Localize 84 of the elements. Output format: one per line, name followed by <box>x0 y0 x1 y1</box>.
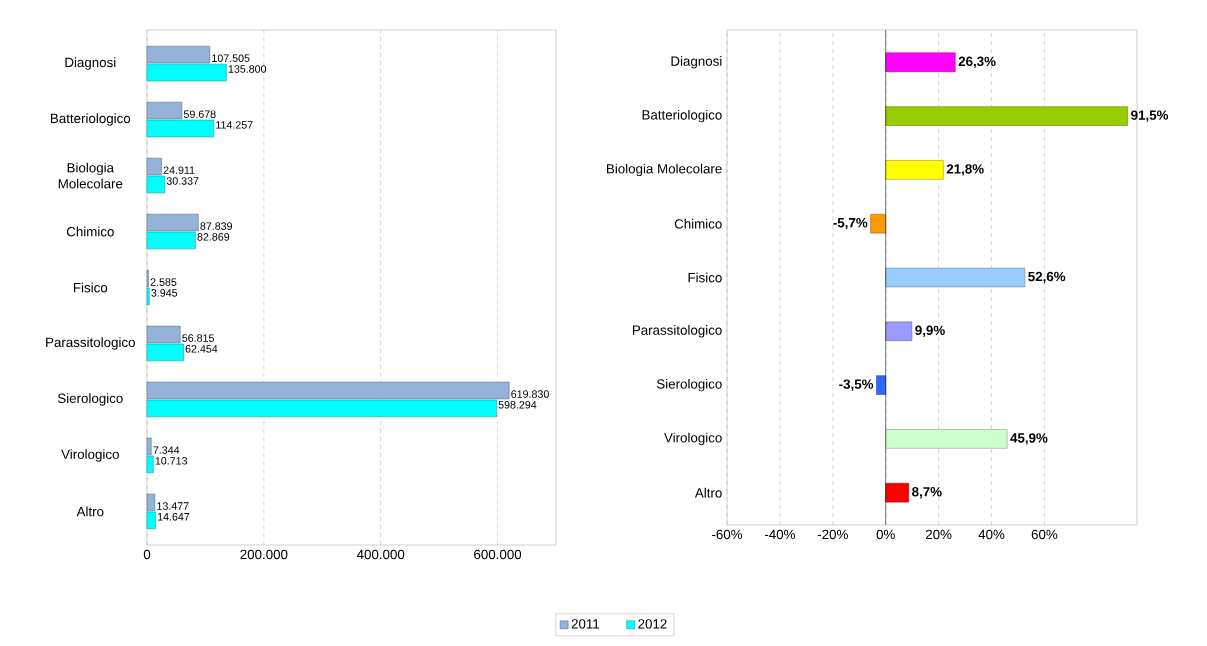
bar <box>146 175 165 194</box>
data-label: 14.647 <box>157 513 190 521</box>
y-tick-label: Fisico <box>73 282 108 293</box>
bar <box>885 106 1128 126</box>
data-label: 30.337 <box>166 177 199 185</box>
bar <box>146 63 227 82</box>
y-tick-label: Virologico <box>664 432 722 446</box>
y-tick-label: Fisico <box>688 272 722 283</box>
data-label: 52,6% <box>1028 271 1066 284</box>
x-tick-label: 400.000 <box>356 549 405 560</box>
y-tick-label: Altro <box>694 487 722 498</box>
data-label: 9,9% <box>915 325 945 337</box>
data-label: 7.344 <box>153 446 180 454</box>
bar <box>146 381 510 400</box>
bar <box>146 399 497 418</box>
bar <box>885 429 1008 449</box>
bar <box>146 455 154 474</box>
data-label: 82.869 <box>197 233 230 241</box>
bar <box>885 321 913 341</box>
x-tick-label: 600.000 <box>474 549 522 560</box>
data-label: -5,7% <box>833 218 868 230</box>
x-tick-label: 20% <box>925 529 952 540</box>
y-tick-label: Biologia Molecolare <box>607 163 722 177</box>
data-label: 10.713 <box>155 457 188 465</box>
bar <box>146 101 183 120</box>
x-tick-label: 0% <box>876 529 895 540</box>
legend-label: 2012 <box>638 619 667 629</box>
data-label: 114.257 <box>216 121 253 129</box>
data-label: 59.678 <box>183 110 216 118</box>
x-tick-label: 0 <box>143 549 151 560</box>
bar <box>146 157 162 176</box>
bar <box>146 119 215 138</box>
data-label: 91,5% <box>1131 110 1169 122</box>
data-label: 87.839 <box>200 222 233 230</box>
x-tick-label: -40% <box>764 529 795 540</box>
x-tick-label: -60% <box>712 529 743 540</box>
data-label: 3.945 <box>151 289 178 297</box>
bar <box>885 160 944 180</box>
y-tick-label: Chimico <box>674 218 722 229</box>
y-tick-label: Sierologico <box>656 378 722 392</box>
y-tick-label: Parassitologico <box>46 337 135 350</box>
bar <box>146 213 199 232</box>
bar <box>870 214 886 234</box>
data-label: 598.294 <box>498 401 537 409</box>
y-tick-label: Diagnosi <box>671 56 722 69</box>
bar <box>146 343 184 362</box>
y-tick-label: Batteriologico <box>642 109 722 123</box>
x-tick-label: 40% <box>978 529 1005 540</box>
legend-label: 2011 <box>571 619 600 629</box>
data-label: 24.911 <box>163 166 195 174</box>
x-tick-label: -20% <box>817 529 848 540</box>
data-label: 62.454 <box>185 345 218 353</box>
data-label: 26,3% <box>958 56 996 68</box>
bar <box>146 437 152 456</box>
y-tick-label: Virologico <box>61 449 119 462</box>
data-label: 135.800 <box>228 65 267 73</box>
data-label: -3,5% <box>839 379 874 391</box>
y-tick-label: Batteriologico <box>51 113 131 126</box>
bar <box>146 511 156 530</box>
data-label: 13.477 <box>157 502 189 510</box>
data-label: 21,8% <box>946 164 984 176</box>
bar <box>885 52 956 72</box>
bar <box>885 267 1026 288</box>
y-tick-label: Chimico <box>66 226 114 237</box>
data-label: 45,9% <box>1010 433 1048 445</box>
y-tick-label: Sierologico <box>57 393 123 406</box>
bar <box>146 493 156 512</box>
data-label: 107.505 <box>212 54 250 62</box>
bar <box>146 325 181 344</box>
data-label: 619.830 <box>511 390 549 398</box>
x-tick-label: 200.000 <box>240 549 288 560</box>
y-tick-label: Altro <box>76 506 104 517</box>
bar <box>876 375 886 395</box>
bar <box>146 231 196 250</box>
y-tick-label: Diagnosi <box>65 57 116 70</box>
x-tick-label: 60% <box>1031 529 1058 540</box>
data-label: 8,7% <box>912 487 942 499</box>
data-label: 56.815 <box>182 334 214 342</box>
data-label: 2.585 <box>150 278 177 286</box>
y-tick-label: Biologia Molecolare <box>58 162 123 189</box>
bar <box>146 287 150 306</box>
y-tick-label: Parassitologico <box>632 325 722 338</box>
bar <box>885 483 909 503</box>
bar <box>146 45 211 64</box>
